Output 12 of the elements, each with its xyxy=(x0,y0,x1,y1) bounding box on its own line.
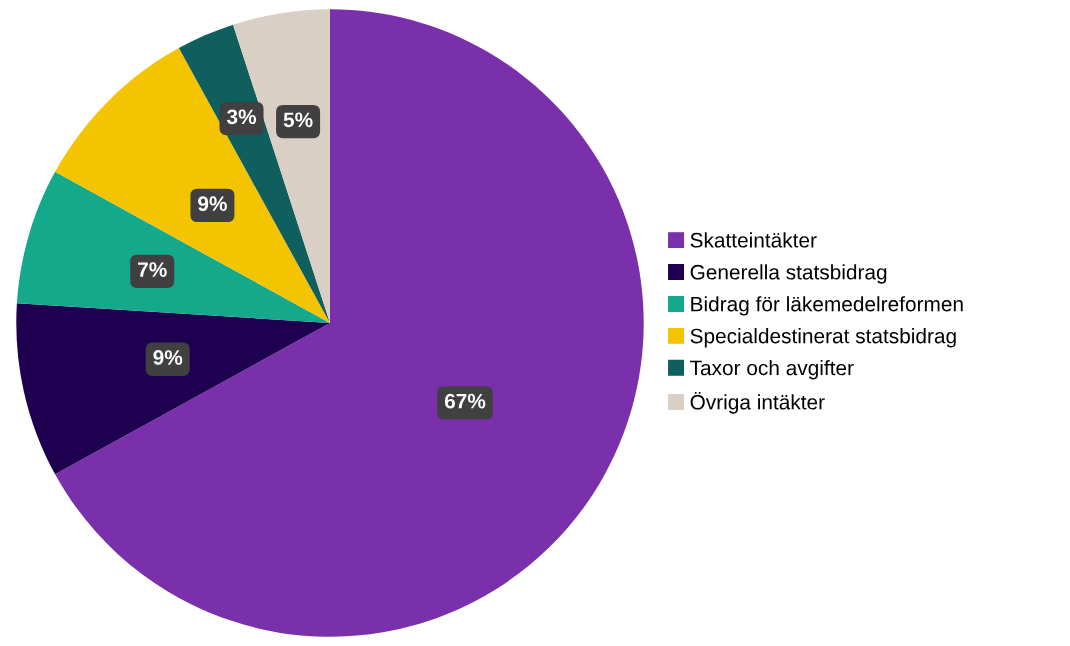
legend-label: Övriga intäkter xyxy=(690,391,825,414)
legend-label: Taxor och avgifter xyxy=(690,360,854,380)
legend-label: Skatteintäkter xyxy=(690,232,817,248)
data-label: 3% xyxy=(226,109,257,125)
data-label: 67% xyxy=(444,393,486,409)
legend-label: Bidrag för läkemedelreformen xyxy=(691,296,963,316)
data-label: 5% xyxy=(283,112,313,128)
data-label: 7% xyxy=(138,262,167,277)
data-label: 9% xyxy=(198,196,227,212)
legend-label: Specialdestinerat statsbidrag xyxy=(690,328,956,348)
data-label: 9% xyxy=(153,350,183,365)
legend-label: Generella statsbidrag xyxy=(690,264,887,284)
